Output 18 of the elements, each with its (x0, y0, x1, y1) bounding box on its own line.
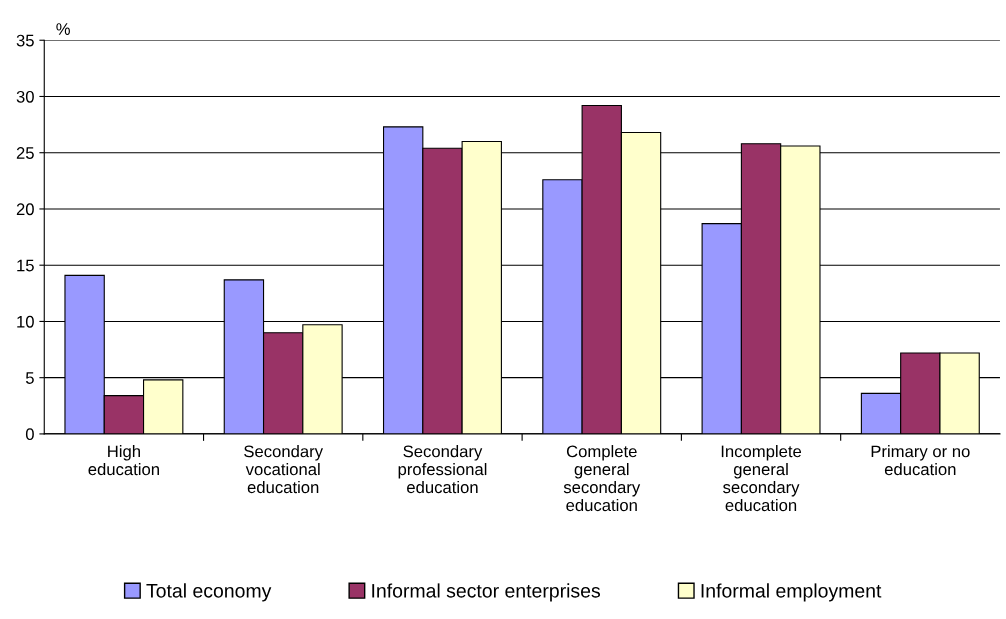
y-tick-label: 5 (25, 372, 34, 384)
y-tick-label: 10 (17, 315, 34, 328)
y-tick-label: 35 (16, 34, 34, 47)
x-tick-label: High education (88, 445, 159, 476)
y-tick-label: 15 (17, 259, 34, 272)
x-tick-label: Incomplete general secondary education (721, 445, 802, 512)
y-axis-title: % (56, 23, 70, 35)
y-tick-label: 0 (25, 428, 34, 441)
y-tick-label: 25 (16, 147, 34, 159)
x-tick-label: Complete general secondary education (563, 445, 641, 512)
legend-label: Informal employment (701, 583, 882, 602)
legend-label: Informal sector enterprises (372, 583, 600, 602)
x-tick-label: Secondary vocational education (244, 445, 323, 494)
y-tick-label: 20 (16, 203, 34, 216)
x-tick-label: Primary or no education (871, 445, 970, 476)
legend-label: Total economy (146, 583, 272, 602)
y-tick-label: 30 (16, 90, 34, 103)
x-tick-label: Secondary professional education (398, 445, 487, 494)
